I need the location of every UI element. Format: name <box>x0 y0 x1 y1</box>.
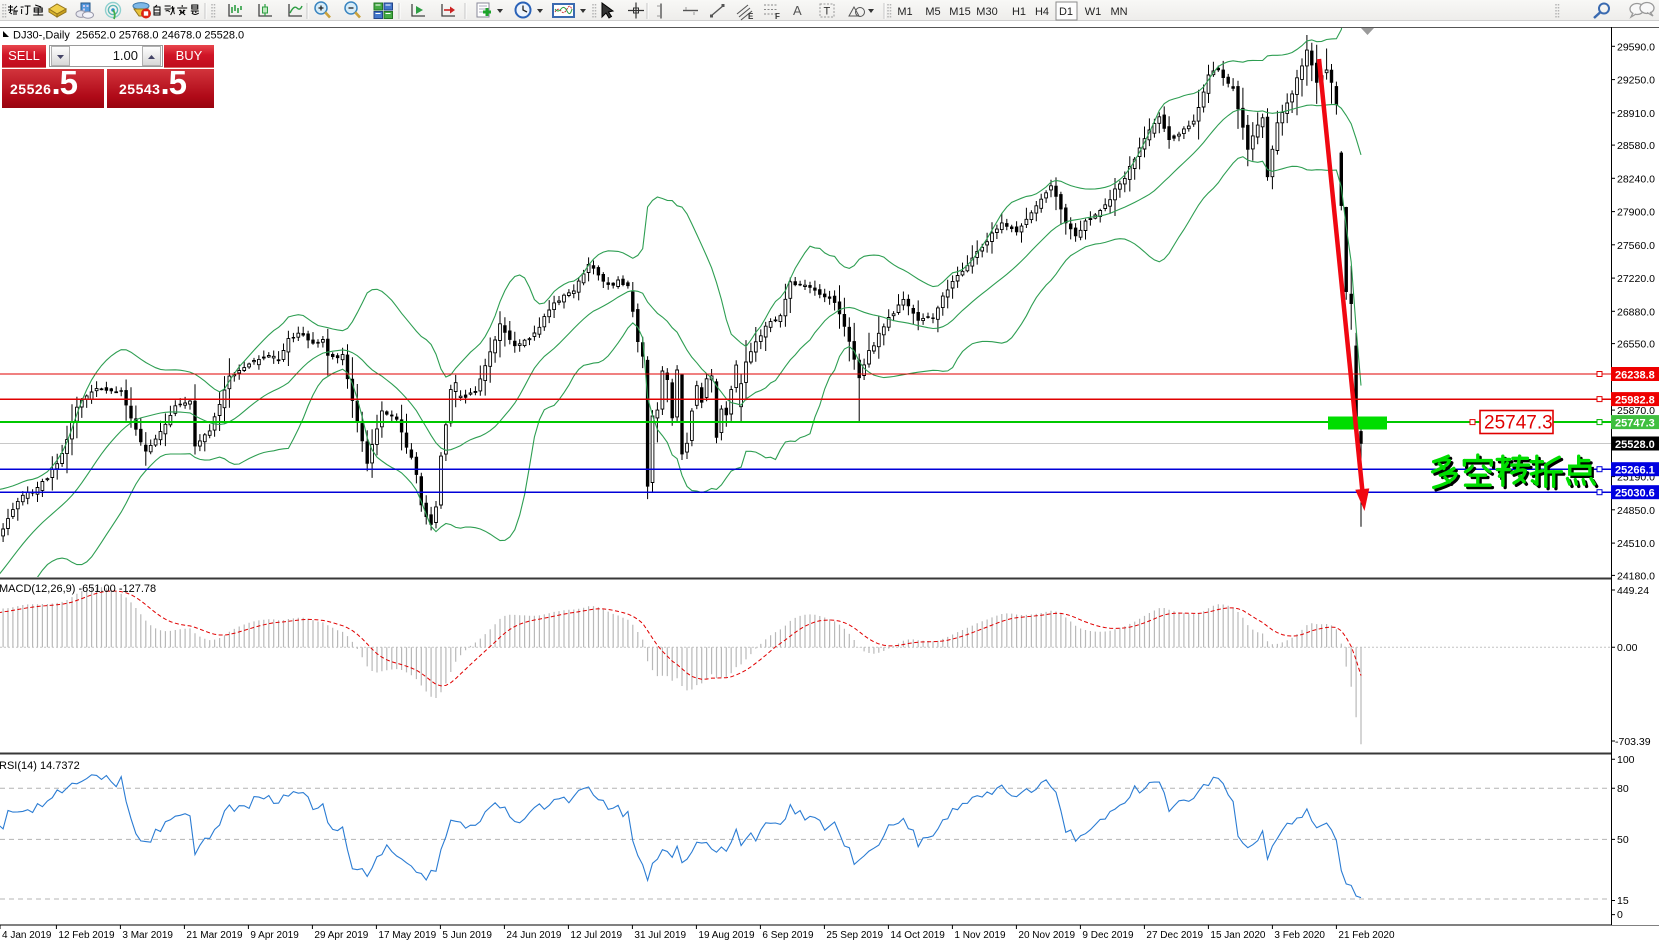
svg-text:24 Jun 2019: 24 Jun 2019 <box>506 930 561 941</box>
svg-text:17 May 2019: 17 May 2019 <box>378 930 436 941</box>
svg-text:80: 80 <box>1617 783 1629 795</box>
svg-text:20 Nov 2019: 20 Nov 2019 <box>1018 930 1075 941</box>
svg-text:15: 15 <box>1617 895 1629 907</box>
svg-text:MN: MN <box>1110 6 1127 18</box>
svg-text:24510.0: 24510.0 <box>1617 538 1655 550</box>
svg-text:28580.0: 28580.0 <box>1617 140 1655 152</box>
svg-text:9 Dec 2019: 9 Dec 2019 <box>1082 930 1134 941</box>
svg-text:DJ30-,Daily 25652.0 25768.0 2: DJ30-,Daily 25652.0 25768.0 24678.0 2552… <box>13 30 244 42</box>
svg-text:100: 100 <box>1617 754 1635 766</box>
svg-text:12 Jul 2019: 12 Jul 2019 <box>570 930 622 941</box>
svg-text:21 Feb 2020: 21 Feb 2020 <box>1338 930 1395 941</box>
svg-text:27560.0: 27560.0 <box>1617 240 1655 252</box>
svg-text:24850.0: 24850.0 <box>1617 505 1655 517</box>
svg-text:25982.8: 25982.8 <box>1615 395 1655 407</box>
svg-text:RSI(14) 14.7372: RSI(14) 14.7372 <box>0 760 80 772</box>
svg-text:A: A <box>793 3 802 18</box>
svg-text:5 Jun 2019: 5 Jun 2019 <box>442 930 492 941</box>
svg-text:26238.8: 26238.8 <box>1615 370 1655 382</box>
svg-text:29250.0: 29250.0 <box>1617 75 1655 87</box>
svg-text:M15: M15 <box>949 6 970 18</box>
svg-text:29 Apr 2019: 29 Apr 2019 <box>314 930 368 941</box>
svg-text:1 Nov 2019: 1 Nov 2019 <box>954 930 1006 941</box>
svg-text:449.24: 449.24 <box>1617 585 1649 597</box>
svg-text:3 Feb 2020: 3 Feb 2020 <box>1274 930 1325 941</box>
svg-text:25528.0: 25528.0 <box>1615 439 1655 451</box>
svg-text:0.00: 0.00 <box>1617 642 1638 654</box>
svg-text:25870.0: 25870.0 <box>1617 405 1655 417</box>
svg-text:27 Dec 2019: 27 Dec 2019 <box>1146 930 1203 941</box>
svg-text:6 Sep 2019: 6 Sep 2019 <box>762 930 814 941</box>
svg-text:T: T <box>824 6 831 18</box>
svg-text:25747.3: 25747.3 <box>1615 418 1655 430</box>
svg-text:31 Jul 2019: 31 Jul 2019 <box>634 930 686 941</box>
svg-text:26550.0: 26550.0 <box>1617 339 1655 351</box>
svg-text:14 Oct 2019: 14 Oct 2019 <box>890 930 945 941</box>
svg-text:F: F <box>775 12 780 21</box>
svg-text:MACD(12,26,9) -651.00 -127.78: MACD(12,26,9) -651.00 -127.78 <box>0 583 156 595</box>
svg-text:M1: M1 <box>897 6 912 18</box>
svg-text:W1: W1 <box>1085 6 1102 18</box>
svg-text:4 Jan 2019: 4 Jan 2019 <box>2 930 52 941</box>
svg-text:25747.3: 25747.3 <box>1484 413 1553 434</box>
svg-text:9 Apr 2019: 9 Apr 2019 <box>250 930 299 941</box>
svg-text:21 Mar 2019: 21 Mar 2019 <box>186 930 243 941</box>
svg-text:M5: M5 <box>925 6 940 18</box>
svg-text:H4: H4 <box>1035 6 1049 18</box>
svg-text:E: E <box>748 12 754 21</box>
svg-text:H1: H1 <box>1012 6 1026 18</box>
svg-text:-703.39: -703.39 <box>1615 736 1651 748</box>
svg-text:28240.0: 28240.0 <box>1617 173 1655 185</box>
svg-text:28910.0: 28910.0 <box>1617 108 1655 120</box>
svg-text:26880.0: 26880.0 <box>1617 306 1655 318</box>
svg-text:25030.6: 25030.6 <box>1615 488 1655 500</box>
svg-text:27220.0: 27220.0 <box>1617 273 1655 285</box>
svg-text:27900.0: 27900.0 <box>1617 207 1655 219</box>
svg-text:25266.1: 25266.1 <box>1615 465 1655 477</box>
svg-text:50: 50 <box>1617 834 1629 846</box>
svg-text:M30: M30 <box>976 6 997 18</box>
svg-text:0: 0 <box>1617 909 1623 921</box>
svg-text:25 Sep 2019: 25 Sep 2019 <box>826 930 883 941</box>
svg-text:19 Aug 2019: 19 Aug 2019 <box>698 930 755 941</box>
svg-text:12 Feb 2019: 12 Feb 2019 <box>58 930 115 941</box>
svg-text:24180.0: 24180.0 <box>1617 570 1655 582</box>
svg-text:D1: D1 <box>1059 6 1073 18</box>
svg-text:3 Mar 2019: 3 Mar 2019 <box>122 930 173 941</box>
svg-text:15 Jan 2020: 15 Jan 2020 <box>1210 930 1265 941</box>
svg-text:29590.0: 29590.0 <box>1617 41 1655 53</box>
